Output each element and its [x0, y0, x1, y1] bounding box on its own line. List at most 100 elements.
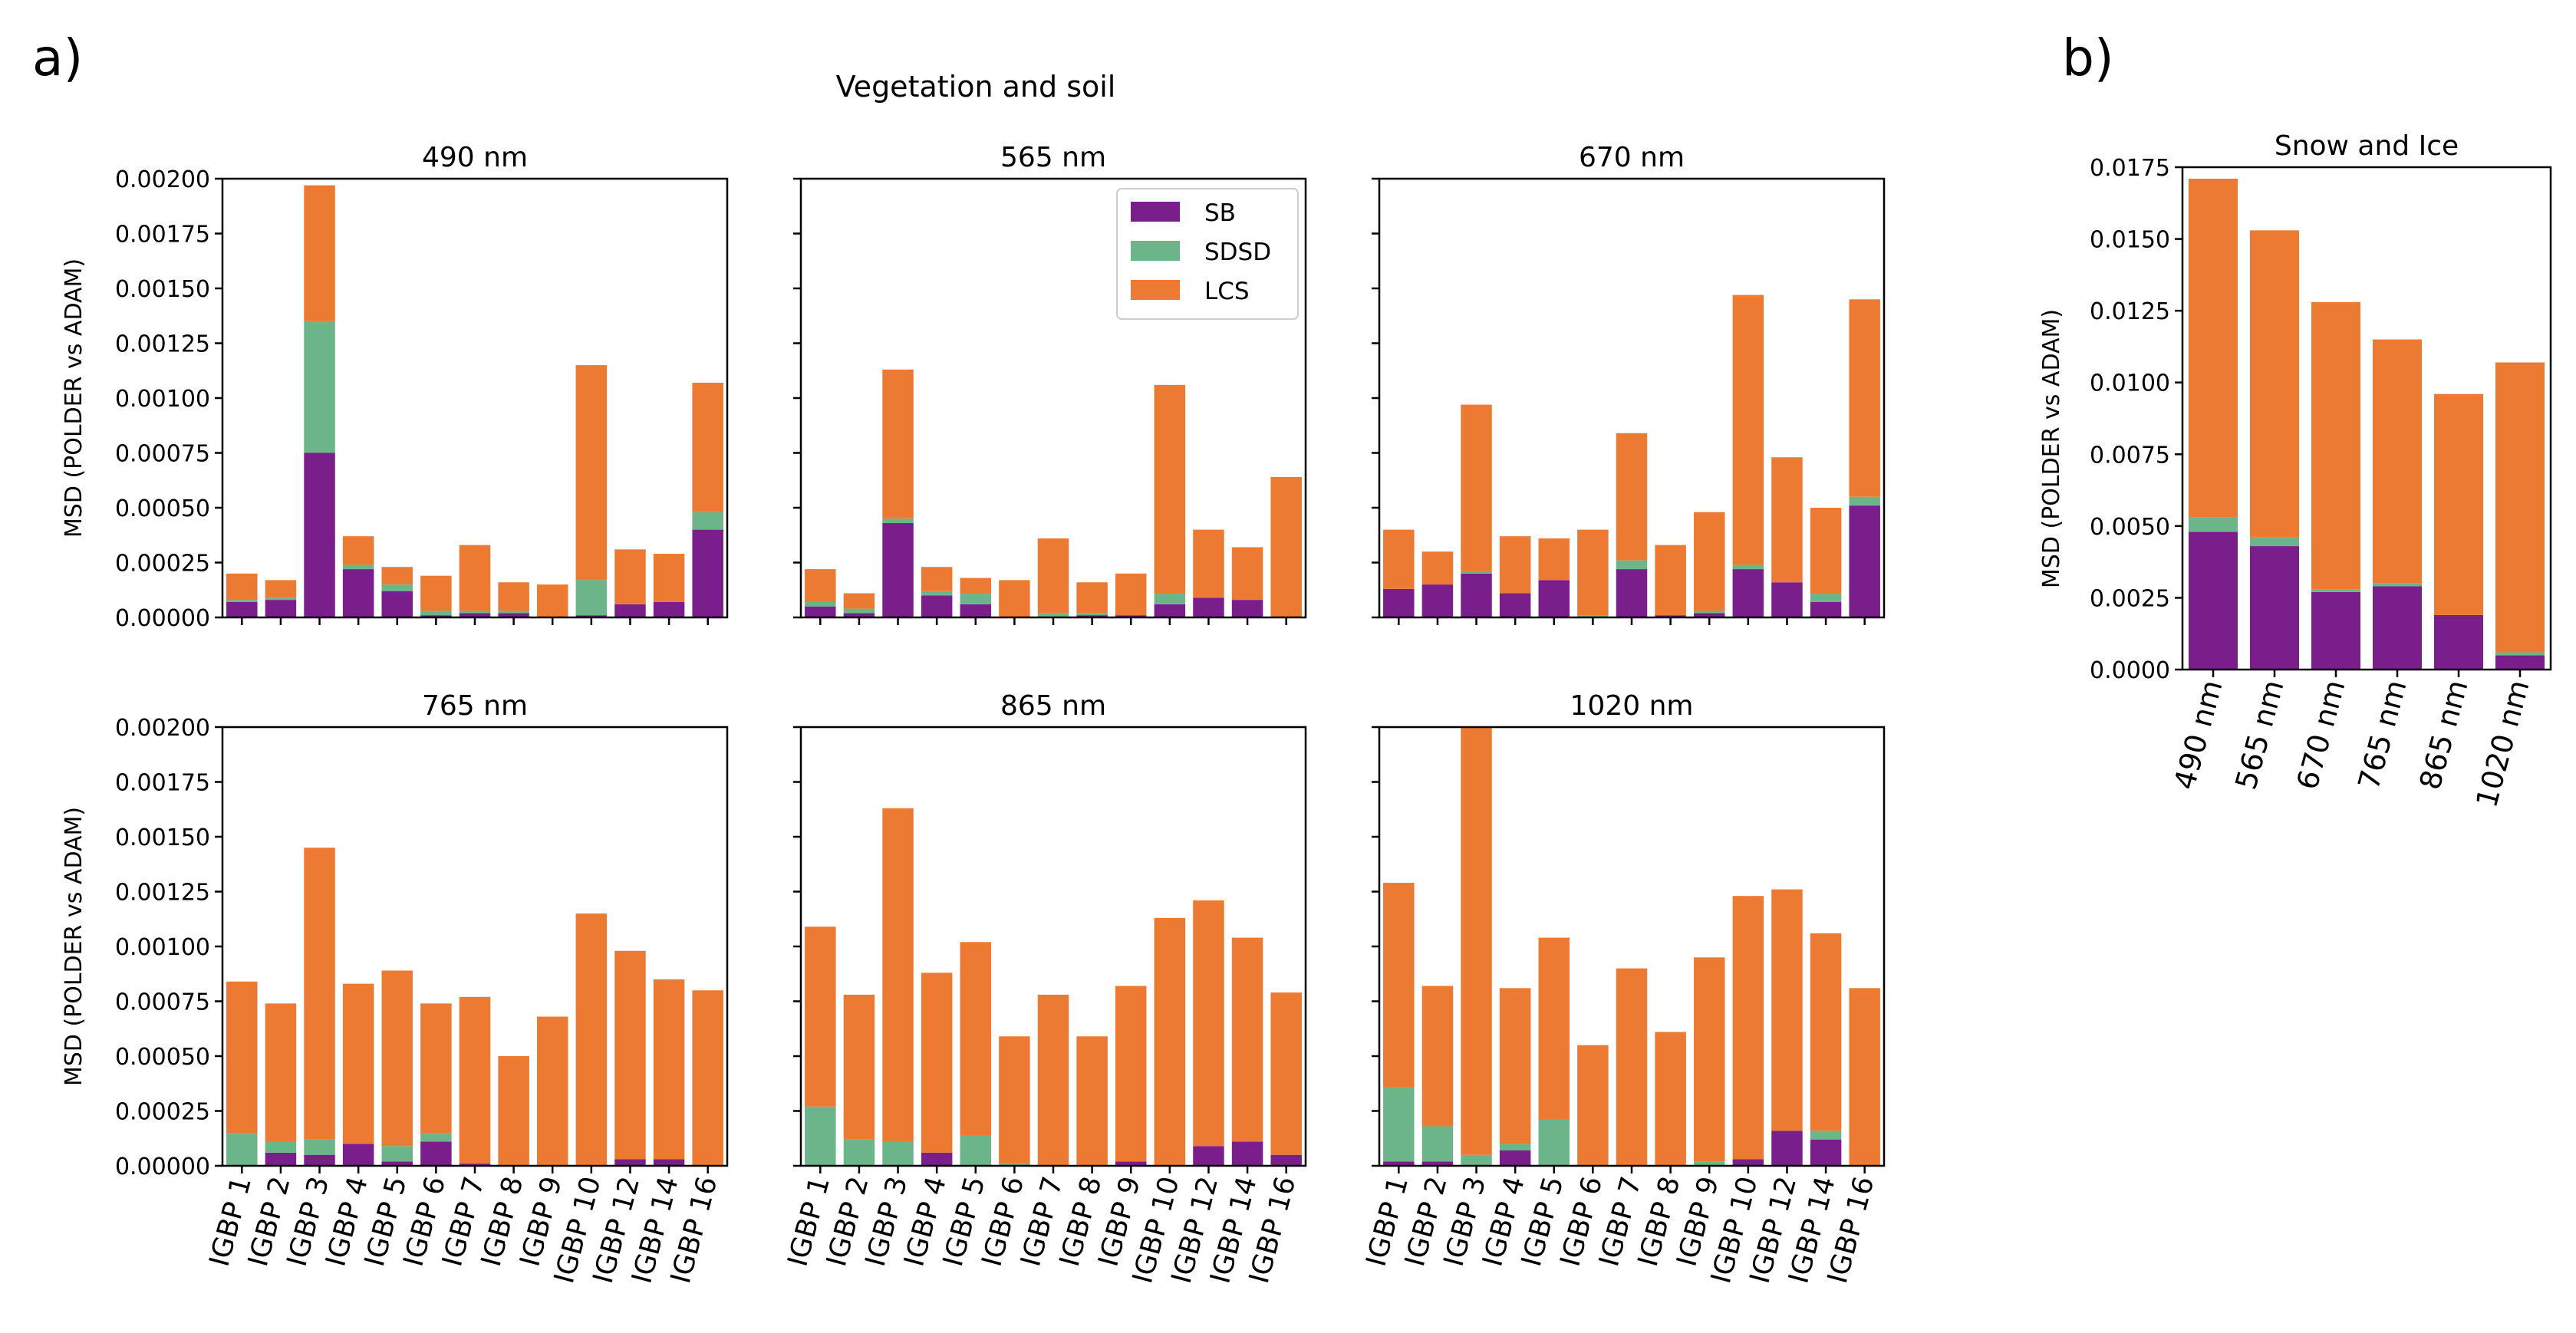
bar-sdsd-igbp-10 [1732, 564, 1764, 570]
bar-sb-igbp-2 [1421, 1161, 1454, 1166]
y-tick-label: 0.0100 [2090, 370, 2170, 397]
bar-sdsd-igbp-8 [1076, 613, 1108, 616]
panel-b-label: b) [2062, 28, 2114, 87]
axes-frame [2181, 166, 2552, 671]
bar-sdsd-igbp-3 [1461, 1154, 1492, 1166]
y-tick-label: 0.00175 [115, 770, 210, 797]
bar-sb-igbp-4 [1499, 593, 1531, 617]
bar-sb-igbp-1 [805, 606, 836, 617]
bar-sb-igbp-6 [420, 1141, 452, 1166]
y-tick-label: 0.0150 [2090, 227, 2170, 254]
bars [226, 848, 723, 1166]
bar-lcs-igbp-6 [420, 1003, 452, 1134]
bars [805, 369, 1302, 617]
bar-sb-igbp-6 [420, 615, 452, 617]
bar-lcs-igbp-14 [1231, 937, 1263, 1142]
bar-sb-igbp-10 [1732, 569, 1764, 617]
bar-lcs-igbp-10 [1154, 384, 1186, 594]
bar-sb-igbp-3 [304, 1154, 335, 1166]
bar-lcs-igbp-10 [575, 913, 608, 1166]
bar-sb-igbp-2 [265, 600, 297, 617]
bar-lcs-igbp-5 [1538, 937, 1570, 1120]
bar-sb-865-nm [2434, 614, 2483, 670]
bar-sdsd-igbp-3 [1461, 571, 1492, 574]
bar-lcs-igbp-16 [1849, 988, 1880, 1166]
bar-lcs-igbp-10 [1732, 295, 1764, 565]
chart-title: 865 nm [1000, 690, 1106, 722]
y-tick-label: 0.00125 [115, 880, 210, 907]
bar-lcs-865-nm [2434, 393, 2483, 615]
bar-sb-igbp-2 [843, 613, 875, 617]
chart-title: 765 nm [422, 690, 528, 722]
bar-lcs-igbp-12 [1771, 457, 1803, 583]
bar-sb-igbp-9 [1115, 1161, 1147, 1166]
y-tick-label: 0.0125 [2090, 298, 2170, 325]
bar-sb-igbp-8 [1076, 615, 1108, 617]
y-tick-label: 0.00100 [115, 934, 210, 961]
bar-sb-igbp-4 [342, 569, 374, 617]
y-tick-label: 0.00200 [115, 166, 210, 193]
x-tick-label: 565 nm [2228, 676, 2290, 793]
bars [1383, 295, 1880, 617]
x-tick-label: 765 nm [2351, 676, 2413, 793]
bar-lcs-igbp-4 [342, 536, 374, 565]
bar-sb-igbp-9 [1115, 615, 1147, 617]
bar-sb-igbp-5 [960, 604, 992, 617]
bar-sdsd-igbp-2 [843, 1139, 875, 1166]
bar-lcs-igbp-8 [498, 1056, 529, 1166]
bar-lcs-igbp-6 [999, 580, 1030, 617]
bar-lcs-igbp-9 [536, 1016, 568, 1166]
bar-lcs-igbp-8 [1655, 1032, 1686, 1166]
y-tick-label: 0.00125 [115, 331, 210, 358]
bar-lcs-igbp-3 [882, 369, 914, 519]
bar-sb-igbp-5 [1538, 580, 1570, 617]
bar-sdsd-igbp-5 [960, 593, 992, 604]
bar-lcs-igbp-12 [1193, 529, 1224, 598]
legend-swatch-sb [1131, 202, 1180, 222]
bar-sdsd-igbp-16 [692, 512, 723, 530]
bar-sb-igbp-1 [1383, 1161, 1415, 1166]
bar-sb-igbp-3 [882, 523, 914, 617]
bar-lcs-igbp-8 [1076, 1036, 1108, 1166]
bar-sdsd-igbp-5 [381, 1146, 413, 1162]
bar-lcs-igbp-10 [575, 365, 608, 581]
bar-sb-igbp-7 [459, 613, 491, 617]
y-tick-label: 0.0175 [2090, 155, 2170, 182]
bar-lcs-igbp-4 [342, 983, 374, 1144]
bar-sb-igbp-16 [1849, 505, 1880, 617]
ylabel-row-2: MSD (POLDER vs ADAM) [61, 807, 87, 1086]
bar-lcs-igbp-14 [653, 979, 685, 1160]
x-tick-label: 865 nm [2413, 676, 2474, 793]
bar-lcs-igbp-14 [1810, 933, 1842, 1131]
ylabel-snow-ice: MSD (POLDER vs ADAM) [2038, 309, 2065, 588]
chart-490nm: 490 nm 0.00000 0.00025 0.00050 0.00075 0.0010… [115, 142, 729, 632]
bar-lcs-igbp-1 [1383, 529, 1415, 589]
bar-sdsd-igbp-5 [960, 1134, 992, 1166]
bar-sb-igbp-12 [614, 1159, 646, 1166]
bar-sb-igbp-14 [1810, 601, 1842, 617]
bar-sb-igbp-9 [1693, 613, 1725, 617]
bar-lcs-igbp-2 [1421, 551, 1454, 585]
bar-sdsd-igbp-3 [882, 1141, 914, 1166]
bar-sdsd-670-nm [2311, 589, 2360, 592]
bar-sdsd-igbp-6 [420, 1133, 452, 1142]
bar-lcs-igbp-9 [1693, 512, 1725, 611]
bar-sb-igbp-14 [1231, 1141, 1263, 1166]
bar-sdsd-igbp-4 [342, 564, 374, 570]
bar-lcs-igbp-16 [1270, 992, 1302, 1155]
bar-lcs-igbp-16 [692, 990, 723, 1166]
chart-765nm: 765 nm 0.00000 0.00025 0.00050 0.00075 0.0010… [115, 690, 729, 1287]
panel-a-title: Vegetation and soil [836, 70, 1116, 104]
bar-lcs-igbp-16 [1849, 299, 1880, 497]
chart-565nm: 565 nm [793, 142, 1307, 625]
y-tick-label: 0.00025 [115, 551, 210, 578]
bar-lcs-igbp-1 [226, 573, 258, 601]
bar-sdsd-igbp-1 [226, 1133, 258, 1166]
bar-sdsd-igbp-1 [226, 600, 258, 602]
y-tick-label: 0.00050 [115, 495, 210, 522]
bar-lcs-igbp-5 [381, 567, 413, 585]
legend-label-sdsd: SDSD [1204, 239, 1271, 266]
bar-lcs-igbp-4 [921, 567, 953, 591]
bar-sb-765-nm [2373, 586, 2422, 670]
